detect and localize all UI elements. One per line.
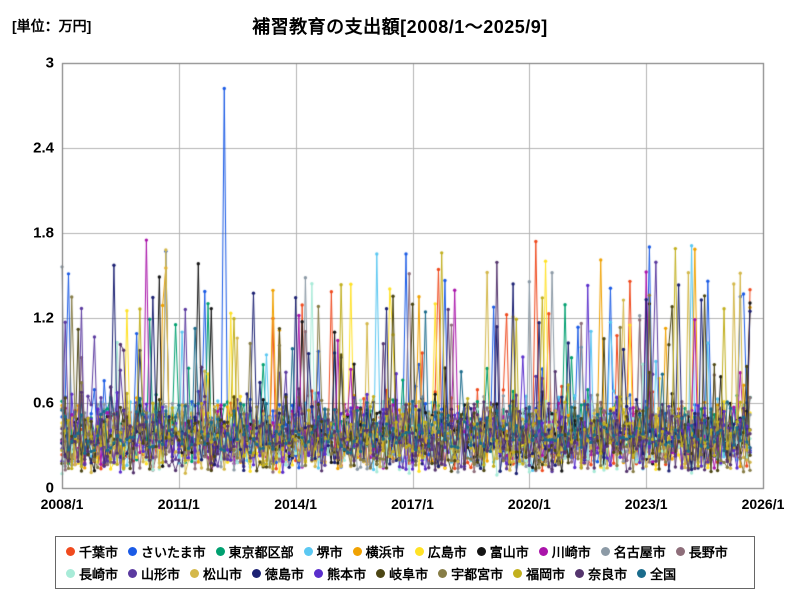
- legend-label: 宇都宮市: [451, 567, 504, 582]
- legend-item: 広島市: [414, 542, 467, 561]
- legend-label: 福岡市: [526, 567, 566, 582]
- legend-item: 松山市: [190, 564, 242, 583]
- legend-marker-dot-icon: [476, 547, 486, 556]
- legend-item: 山形市: [128, 564, 180, 583]
- legend-marker-dot-icon: [600, 547, 610, 556]
- legend-label: 山形市: [141, 567, 181, 582]
- legend-marker-dot-icon: [414, 547, 424, 556]
- legend-label: 広島市: [427, 545, 467, 560]
- y-tick-label: 1.8: [33, 224, 54, 242]
- legend-marker-dot-icon: [575, 569, 585, 578]
- legend-marker-dot-icon: [376, 569, 386, 578]
- legend-marker-dot-icon: [438, 569, 448, 578]
- legend-label: 熊本市: [327, 567, 367, 582]
- legend-marker-dot-icon: [252, 569, 262, 578]
- x-tick-label: 2014/1: [274, 496, 318, 512]
- legend-marker-dot-icon: [303, 547, 313, 556]
- x-tick-label: 2011/1: [157, 496, 200, 512]
- legend-item: 長崎市: [66, 564, 118, 583]
- legend-marker-dot-icon: [66, 547, 75, 556]
- legend-label: 横浜市: [365, 545, 405, 560]
- legend-label: さいたま市: [141, 545, 206, 560]
- legend-marker-dot-icon: [513, 569, 523, 578]
- legend-item: 堺市: [303, 542, 343, 561]
- legend-marker-dot-icon: [128, 569, 138, 578]
- legend-marker-dot-icon: [637, 569, 647, 578]
- x-tick-label: 2026/1: [741, 496, 785, 512]
- legend-label: 堺市: [316, 545, 343, 560]
- legend-item: 東京都区部: [215, 542, 294, 561]
- legend-marker-dot-icon: [128, 547, 138, 556]
- y-tick-label: 2.4: [33, 139, 54, 157]
- legend-label: 全国: [650, 567, 677, 582]
- legend-label: 東京都区部: [228, 545, 294, 560]
- x-tick-label: 2020/1: [507, 496, 551, 512]
- legend-item: 宇都宮市: [438, 564, 503, 583]
- legend-item: 福岡市: [513, 564, 565, 583]
- legend-label: 岐阜市: [389, 567, 429, 582]
- legend-label: 奈良市: [588, 567, 628, 582]
- legend-marker-dot-icon: [538, 547, 548, 556]
- legend-label: 千葉市: [79, 545, 119, 560]
- legend-item: 名古屋市: [600, 542, 666, 561]
- legend-marker-dot-icon: [190, 569, 200, 578]
- legend-marker-dot-icon: [314, 569, 324, 578]
- legend-label: 松山市: [203, 567, 243, 582]
- y-tick-label: 0: [45, 479, 54, 497]
- x-tick-label: 2008/1: [40, 496, 84, 512]
- legend-label: 川崎市: [551, 545, 591, 560]
- y-tick-label: 1.2: [33, 309, 54, 327]
- legend-item: 横浜市: [352, 542, 405, 561]
- legend-label: 長野市: [688, 545, 728, 560]
- legend-item: 千葉市: [66, 542, 118, 561]
- legend-item: 長野市: [675, 542, 728, 561]
- y-tick-label: 0.6: [33, 394, 54, 412]
- legend-item: 奈良市: [575, 564, 627, 583]
- x-tick-label: 2017/1: [391, 496, 434, 512]
- legend-label: 長崎市: [79, 567, 119, 582]
- legend-item: 全国: [637, 564, 676, 583]
- legend-item: 熊本市: [314, 564, 366, 583]
- legend-marker-dot-icon: [215, 547, 225, 556]
- legend-marker-dot-icon: [675, 547, 685, 556]
- y-tick-label: 3: [45, 54, 54, 72]
- legend-marker-dot-icon: [66, 569, 75, 578]
- legend: 千葉市 さいたま市 東京都区部 堺市 横浜市 広島市 富山市 川崎市 名古屋市 長野市長崎市 山形市…: [55, 536, 755, 589]
- legend-item: さいたま市: [128, 542, 206, 561]
- legend-item: 徳島市: [252, 564, 304, 583]
- legend-label: 徳島市: [265, 567, 305, 582]
- legend-item: 岐阜市: [376, 564, 428, 583]
- legend-label: 名古屋市: [613, 545, 666, 560]
- x-tick-label: 2023/1: [624, 496, 668, 512]
- legend-item: 富山市: [476, 542, 529, 561]
- legend-item: 川崎市: [538, 542, 591, 561]
- legend-label: 富山市: [489, 545, 529, 560]
- legend-marker-dot-icon: [352, 547, 362, 556]
